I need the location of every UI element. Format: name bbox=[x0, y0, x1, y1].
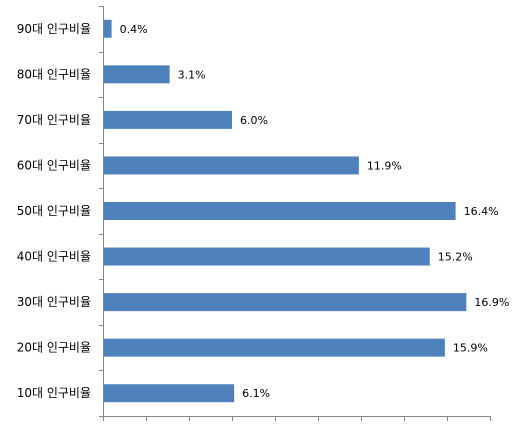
category-label: 80대 인구비율 bbox=[17, 67, 91, 81]
data-label: 16.4% bbox=[464, 205, 499, 218]
chart-labels: 90대 인구비율 0.4% 80대 인구비율 3.1% 70대 인구비율 6.0% 60대 … bbox=[17, 22, 510, 400]
bar bbox=[104, 293, 467, 312]
bar bbox=[104, 202, 456, 220]
data-label: 15.9% bbox=[453, 342, 488, 355]
category-label: 50대 인구비율 bbox=[17, 204, 91, 218]
bar bbox=[104, 65, 170, 84]
bar bbox=[104, 156, 359, 175]
bar bbox=[104, 384, 235, 403]
bar bbox=[104, 19, 112, 38]
data-label: 6.1% bbox=[242, 387, 270, 400]
data-label: 15.2% bbox=[438, 251, 473, 264]
chart-axes bbox=[99, 6, 491, 421]
category-label: 70대 인구비율 bbox=[17, 113, 91, 127]
bar bbox=[104, 247, 430, 266]
data-label: 16.9% bbox=[474, 296, 509, 309]
category-label: 30대 인구비율 bbox=[17, 295, 91, 309]
data-label: 3.1% bbox=[178, 68, 206, 81]
category-label: 20대 인구비율 bbox=[17, 341, 91, 355]
data-label: 6.0% bbox=[240, 114, 268, 127]
category-label: 60대 인구비율 bbox=[17, 158, 91, 172]
category-label: 90대 인구비율 bbox=[17, 22, 91, 36]
bar bbox=[104, 338, 445, 357]
data-label: 11.9% bbox=[367, 159, 402, 172]
category-label: 40대 인구비율 bbox=[17, 250, 91, 264]
chart-bars bbox=[104, 19, 467, 403]
category-label: 10대 인구비율 bbox=[17, 386, 91, 400]
data-label: 0.4% bbox=[120, 23, 148, 36]
bar bbox=[104, 110, 232, 129]
